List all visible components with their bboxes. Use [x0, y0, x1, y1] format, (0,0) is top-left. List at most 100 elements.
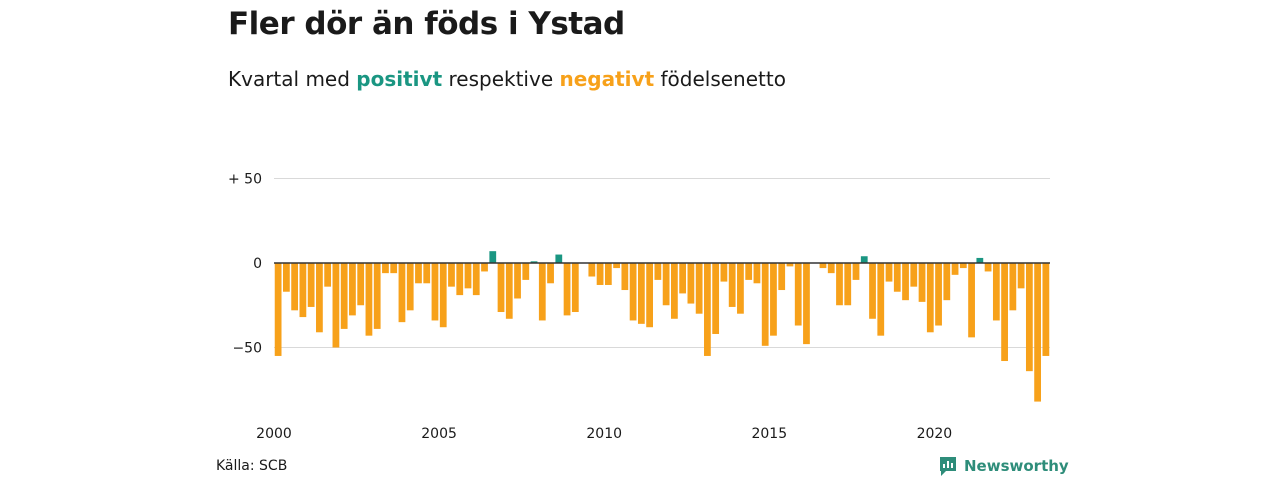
bar-2003Q3: [390, 263, 398, 274]
bar-2003Q1: [373, 263, 381, 329]
subtitle-suffix: födelsenetto: [660, 67, 786, 91]
bar-2014Q3: [753, 263, 761, 284]
bar-2003Q4: [398, 263, 406, 323]
subtitle-middle: respektive: [448, 67, 554, 91]
bar-2022Q1: [1001, 263, 1008, 362]
bar-2017Q2: [844, 263, 852, 306]
bar-2023Q1: [1034, 263, 1041, 402]
bar-2020Q2: [943, 263, 951, 301]
bar-2011Q3: [654, 263, 662, 280]
bar-2004Q2: [415, 263, 422, 284]
bar-2001Q1: [307, 263, 315, 307]
x-tick-label: 2000: [256, 426, 292, 442]
chart-subtitle: Kvartal med positivt respektive negativt…: [228, 67, 786, 91]
bar-2012Q2: [679, 263, 687, 294]
newsworthy-logo-icon: [940, 457, 956, 476]
bar-2011Q1: [637, 263, 645, 324]
bar-2013Q3: [720, 263, 728, 282]
bar-2012Q1: [671, 263, 678, 319]
bar-2022Q4: [1025, 263, 1033, 372]
bar-2021Q3: [984, 263, 992, 272]
bar-2012Q4: [695, 263, 703, 314]
bar-2009Q1: [571, 263, 579, 313]
bar-2005Q3: [456, 263, 464, 296]
bar-2007Q1: [505, 263, 513, 319]
brand-logo[interactable]: Newsworthy: [938, 455, 1069, 477]
bar-2011Q4: [662, 263, 670, 306]
bar-2006Q3: [489, 251, 497, 263]
bar-2014Q4: [761, 263, 769, 346]
bar-2016Q4: [827, 263, 835, 274]
bar-2012Q3: [687, 263, 695, 304]
gridlines: [274, 178, 1050, 348]
bar-2015Q1: [770, 263, 777, 336]
bar-2016Q1: [803, 263, 810, 345]
bar-2014Q2: [745, 263, 753, 280]
x-axis-ticks: 2000 2005 2010 2015 2020: [256, 426, 952, 442]
bar-2008Q3: [555, 254, 563, 263]
brand-name: Newsworthy: [964, 457, 1069, 475]
bar-2013Q2: [712, 263, 720, 334]
bar-2005Q2: [448, 263, 455, 287]
bar-2000Q3: [291, 263, 299, 311]
bar-2005Q1: [439, 263, 447, 328]
chart-title: Fler dör än föds i Ystad: [228, 6, 625, 42]
y-axis-ticks: + 50 0 −50: [228, 172, 262, 357]
bar-2019Q3: [918, 263, 926, 302]
bar-2004Q4: [431, 263, 439, 321]
bar-2015Q4: [794, 263, 802, 326]
bar-2002Q4: [365, 263, 373, 336]
bar-2019Q2: [910, 263, 918, 287]
bar-2001Q3: [324, 263, 332, 287]
bar-2014Q1: [737, 263, 744, 314]
bar-2010Q1: [604, 263, 612, 285]
bar-2020Q1: [935, 263, 942, 326]
bar-2020Q4: [959, 263, 967, 269]
bar-2007Q4: [530, 261, 538, 263]
subtitle-positive-label: positivt: [356, 67, 443, 91]
x-tick-label: 2005: [421, 426, 457, 442]
bar-2002Q2: [349, 263, 356, 316]
bar-2022Q3: [1017, 263, 1025, 289]
bar-2015Q3: [786, 263, 794, 267]
bar-2018Q4: [893, 263, 901, 292]
bar-2020Q3: [951, 263, 959, 275]
bar-2002Q3: [357, 263, 365, 306]
bar-2007Q2: [514, 263, 521, 299]
bar-2023Q2: [1042, 263, 1050, 356]
bar-2004Q1: [406, 263, 414, 311]
bar-2007Q3: [522, 263, 530, 280]
x-tick-label: 2015: [751, 426, 787, 442]
y-tick-label: −50: [232, 341, 262, 357]
bar-2010Q4: [629, 263, 637, 321]
bar-2017Q4: [860, 256, 868, 263]
bar-2015Q2: [778, 263, 786, 291]
bar-2000Q4: [299, 263, 307, 318]
bar-2000Q2: [283, 263, 290, 292]
bar-2017Q1: [836, 263, 843, 306]
bar-2006Q1: [472, 263, 480, 296]
bar-2006Q4: [497, 263, 505, 313]
bar-2021Q4: [992, 263, 1000, 321]
bar-2018Q1: [869, 263, 876, 319]
bar-2002Q1: [340, 263, 348, 329]
bar-2003Q2: [382, 263, 389, 274]
bar-2011Q2: [646, 263, 653, 328]
subtitle-prefix: Kvartal med: [228, 67, 350, 91]
bar-2009Q3: [588, 263, 596, 277]
bar-2010Q2: [613, 263, 620, 269]
bar-2000Q1: [274, 263, 282, 356]
bar-2021Q1: [968, 263, 975, 338]
bar-2013Q4: [728, 263, 736, 307]
bars: [274, 251, 1050, 402]
bar-2021Q2: [976, 257, 984, 263]
bar-2001Q2: [316, 263, 323, 333]
bar-2017Q3: [852, 263, 860, 280]
bar-2022Q2: [1009, 263, 1017, 311]
source-label: Källa: SCB: [216, 458, 288, 474]
bar-2008Q4: [563, 263, 571, 316]
y-tick-label: 0: [253, 256, 262, 272]
bar-2019Q1: [902, 263, 909, 301]
bar-2004Q3: [423, 263, 431, 284]
